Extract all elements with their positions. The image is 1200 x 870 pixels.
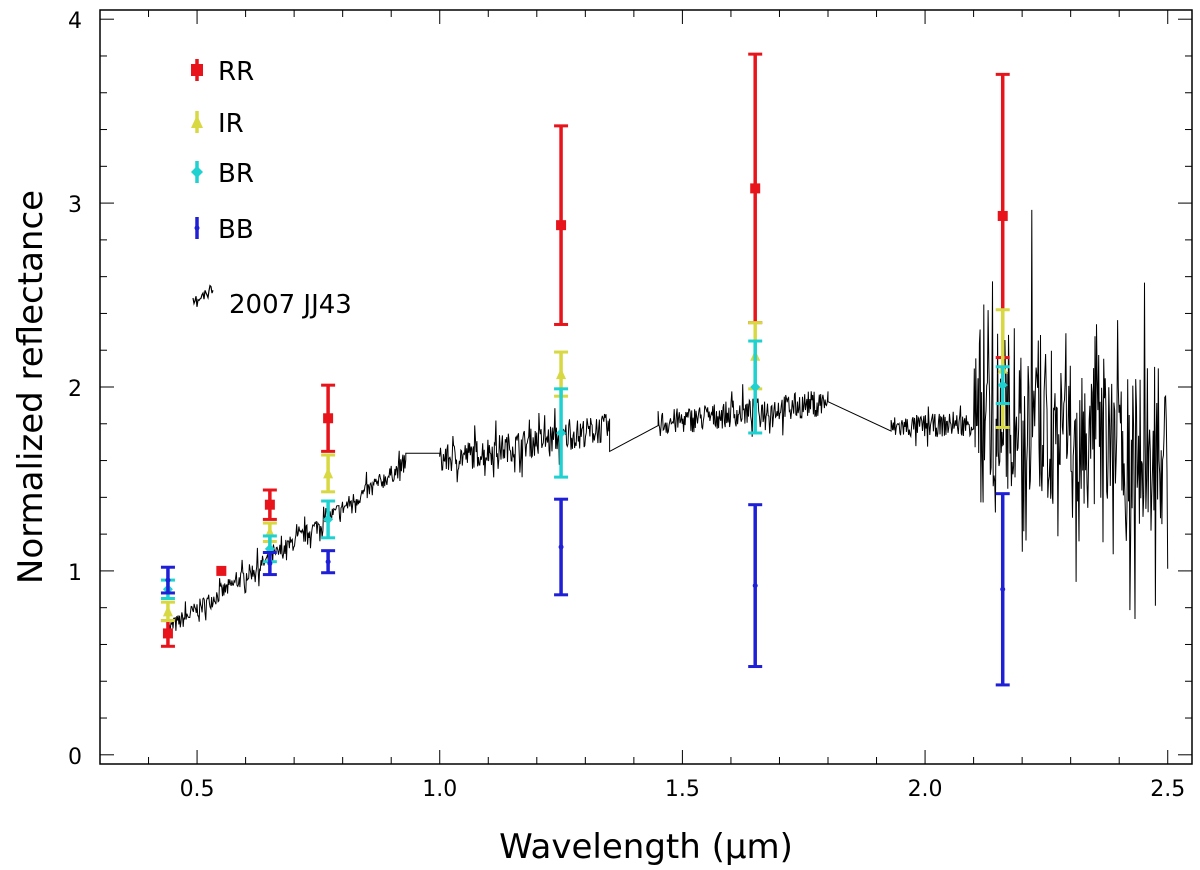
series-ir	[160, 308, 1010, 623]
data-point	[997, 380, 1008, 391]
y-axis-title: Normalized reflectance	[11, 190, 51, 584]
data-point	[750, 183, 761, 194]
legend-marker	[191, 115, 203, 128]
series-rr	[160, 52, 1010, 648]
series-layer	[160, 52, 1010, 687]
legend-label: BR	[218, 159, 254, 189]
legend-marker	[191, 166, 203, 178]
spectrum-line	[167, 209, 1169, 639]
data-point	[162, 628, 173, 639]
data-point	[323, 413, 334, 424]
axis-ticks: 0.5 1.0 1.5 2.0 2.5 0 1 2 3 4	[68, 9, 1192, 802]
y-tick-label: 3	[68, 193, 82, 218]
data-point	[556, 427, 567, 438]
legend-item-bb: BB	[194, 215, 254, 245]
y-tick-label: 0	[68, 745, 82, 770]
data-point	[752, 583, 758, 589]
series-br	[160, 339, 1010, 600]
y-tick-label: 2	[68, 377, 82, 402]
legend-item-spectrum: 2007 JJ43	[192, 284, 352, 320]
data-point	[264, 499, 275, 510]
legend-item-rr: RR	[191, 57, 254, 87]
data-point	[165, 577, 171, 583]
data-point	[997, 210, 1008, 221]
x-tick-label: 1.0	[422, 777, 457, 802]
data-point	[267, 561, 273, 567]
x-tick-label: 2.0	[908, 777, 943, 802]
x-tick-label: 2.5	[1150, 777, 1185, 802]
data-point	[323, 467, 334, 479]
legend: RR IR BR BB 2007 JJ43	[191, 57, 352, 320]
series-bb	[160, 492, 1010, 687]
legend-spectrum-swatch	[192, 284, 214, 307]
legend-label: BB	[218, 215, 254, 245]
legend-item-br: BR	[191, 159, 254, 189]
x-axis-title: Wavelength (µm)	[499, 827, 793, 867]
legend-marker	[194, 225, 200, 231]
data-point	[556, 368, 567, 380]
data-point	[323, 514, 334, 525]
data-point	[750, 382, 761, 392]
legend-label: 2007 JJ43	[229, 290, 352, 320]
data-point	[162, 605, 173, 617]
data-point	[556, 220, 567, 231]
y-tick-label: 4	[68, 9, 82, 34]
legend-label: RR	[218, 57, 254, 87]
data-point	[325, 559, 331, 565]
spectrum-layer	[167, 209, 1169, 639]
data-point	[216, 565, 227, 576]
legend-marker	[191, 64, 203, 76]
y-tick-label: 1	[68, 561, 82, 586]
data-point	[558, 544, 564, 550]
x-tick-label: 1.5	[665, 777, 700, 802]
legend-label: IR	[218, 109, 244, 139]
legend-item-ir: IR	[191, 109, 244, 139]
data-point	[1000, 586, 1006, 592]
x-tick-label: 0.5	[180, 777, 215, 802]
